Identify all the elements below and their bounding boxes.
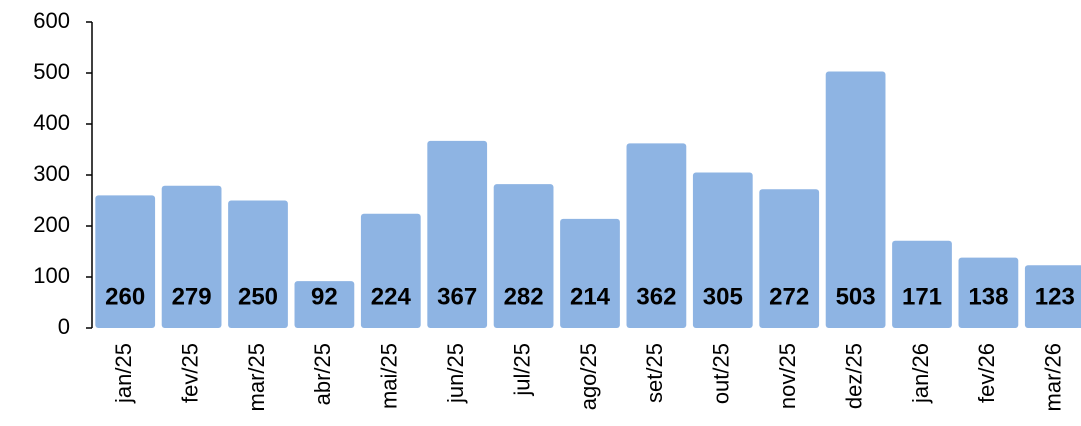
y-tick-label: 300 (33, 161, 70, 186)
data-label: 138 (968, 283, 1008, 310)
bar (360, 213, 421, 328)
data-label: 305 (703, 283, 743, 310)
bars (95, 71, 1081, 328)
bar (626, 143, 687, 328)
bar (161, 185, 222, 328)
x-tick-label: abr/25 (310, 343, 335, 405)
y-tick-label: 100 (33, 263, 70, 288)
x-tick-label: ago/25 (576, 343, 601, 410)
bar (692, 172, 753, 328)
bar (1024, 265, 1081, 328)
x-tick-label: fev/25 (177, 343, 202, 403)
x-tick-label: jul/25 (509, 343, 534, 397)
y-tick-label: 0 (58, 314, 70, 339)
data-label: 279 (172, 283, 212, 310)
y-tick-label: 500 (33, 59, 70, 84)
data-label: 367 (437, 283, 477, 310)
x-tick-label: jun/25 (443, 343, 468, 404)
data-label: 282 (504, 283, 544, 310)
data-label: 503 (836, 283, 876, 310)
data-label: 250 (238, 283, 278, 310)
bar (294, 281, 355, 328)
data-label: 123 (1035, 283, 1075, 310)
data-label: 171 (902, 283, 942, 310)
data-label: 362 (636, 283, 676, 310)
bar (825, 71, 886, 328)
bar (958, 257, 1019, 328)
data-label: 272 (769, 283, 809, 310)
bar (493, 184, 554, 328)
bar (95, 195, 156, 328)
y-tick-label: 600 (33, 8, 70, 33)
x-tick-label: nov/25 (775, 343, 800, 409)
data-label: 224 (371, 283, 412, 310)
bar (427, 140, 488, 328)
x-tick-label: mai/25 (377, 343, 402, 409)
bar (892, 240, 952, 328)
bar (228, 200, 288, 328)
x-tick-label: mar/26 (1041, 343, 1066, 411)
x-tick-label: mar/25 (244, 343, 269, 411)
x-tick-label: dez/25 (841, 343, 866, 409)
x-tick-label: out/25 (709, 343, 734, 404)
x-tick-label: jan/25 (111, 343, 136, 404)
y-tick-label: 200 (33, 212, 70, 237)
data-label: 92 (311, 283, 338, 310)
data-label: 214 (570, 283, 611, 310)
y-tick-label: 400 (33, 110, 70, 135)
data-label: 260 (105, 283, 145, 310)
bar (560, 218, 620, 328)
x-tick-label: set/25 (642, 343, 667, 403)
bar (759, 189, 820, 328)
x-tick-label: jan/26 (908, 343, 933, 404)
x-tick-label: fev/26 (974, 343, 999, 403)
